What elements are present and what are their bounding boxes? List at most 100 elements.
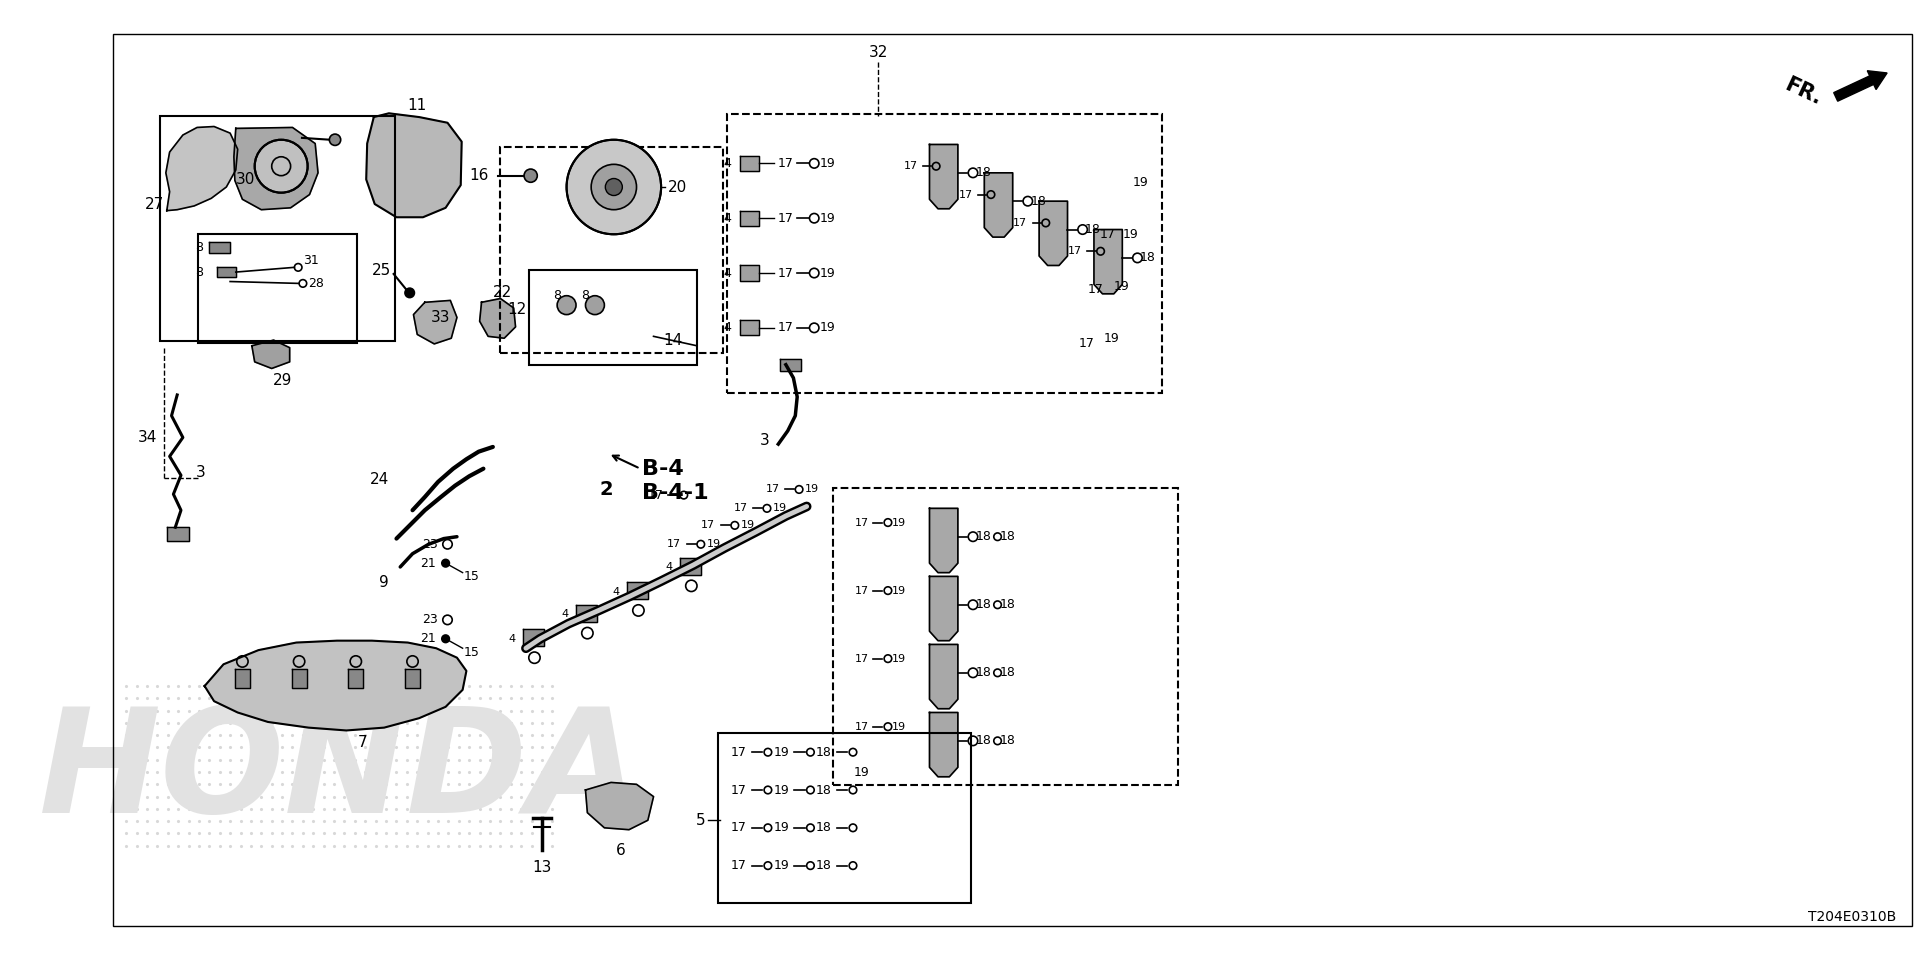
Polygon shape bbox=[741, 321, 760, 335]
Text: 4: 4 bbox=[666, 562, 672, 572]
Text: 23: 23 bbox=[422, 613, 438, 626]
Text: 3: 3 bbox=[196, 465, 205, 480]
Text: 17: 17 bbox=[732, 822, 747, 834]
Bar bbox=[528, 270, 697, 365]
Text: 15: 15 bbox=[465, 570, 480, 583]
Text: 24: 24 bbox=[371, 472, 390, 488]
Text: 18: 18 bbox=[975, 734, 991, 747]
Text: 17: 17 bbox=[766, 485, 780, 494]
Text: 21: 21 bbox=[420, 633, 436, 645]
Circle shape bbox=[605, 179, 622, 196]
Polygon shape bbox=[576, 605, 597, 622]
Text: 19: 19 bbox=[1104, 332, 1119, 345]
Text: 19: 19 bbox=[774, 822, 789, 834]
Polygon shape bbox=[741, 210, 760, 226]
Text: 4: 4 bbox=[724, 267, 732, 279]
Bar bbox=[198, 234, 357, 343]
Text: 4: 4 bbox=[509, 634, 516, 644]
Text: 5: 5 bbox=[695, 813, 705, 828]
Text: 18: 18 bbox=[975, 530, 991, 543]
Text: HONDA: HONDA bbox=[38, 703, 641, 844]
Polygon shape bbox=[205, 640, 467, 731]
Circle shape bbox=[442, 635, 449, 642]
Text: 31: 31 bbox=[303, 254, 319, 267]
Text: 17: 17 bbox=[1100, 228, 1116, 241]
Text: 32: 32 bbox=[868, 45, 889, 60]
Text: 17: 17 bbox=[854, 654, 868, 663]
Text: 17: 17 bbox=[733, 503, 747, 514]
Text: 17: 17 bbox=[854, 517, 868, 528]
Text: 17: 17 bbox=[732, 746, 747, 758]
Text: 30: 30 bbox=[236, 172, 255, 187]
Text: 4: 4 bbox=[561, 610, 568, 619]
Text: 22: 22 bbox=[493, 285, 513, 300]
Text: B-4: B-4 bbox=[641, 459, 684, 479]
Text: 19: 19 bbox=[774, 503, 787, 514]
Circle shape bbox=[586, 296, 605, 315]
Text: 17: 17 bbox=[701, 520, 716, 530]
Circle shape bbox=[442, 560, 449, 567]
Text: 33: 33 bbox=[432, 310, 451, 324]
Bar bbox=[501, 147, 722, 353]
Circle shape bbox=[330, 134, 340, 145]
Polygon shape bbox=[985, 173, 1012, 237]
Text: 4: 4 bbox=[724, 156, 732, 170]
Text: 17: 17 bbox=[958, 189, 973, 200]
Bar bbox=[718, 733, 972, 903]
Text: 19: 19 bbox=[804, 485, 820, 494]
Text: 9: 9 bbox=[378, 575, 390, 589]
Bar bbox=[159, 116, 396, 341]
Text: FR.: FR. bbox=[1782, 75, 1824, 109]
Text: 4: 4 bbox=[724, 322, 732, 334]
Text: 18: 18 bbox=[975, 598, 991, 612]
Circle shape bbox=[255, 140, 307, 193]
Text: 18: 18 bbox=[816, 822, 831, 834]
Text: 19: 19 bbox=[893, 517, 906, 528]
Text: 16: 16 bbox=[470, 168, 490, 183]
Text: 19: 19 bbox=[893, 722, 906, 732]
Text: 19: 19 bbox=[741, 520, 755, 530]
Text: 18: 18 bbox=[1000, 598, 1016, 612]
Text: 19: 19 bbox=[893, 654, 906, 663]
Polygon shape bbox=[929, 509, 958, 572]
Text: 17: 17 bbox=[732, 859, 747, 872]
Circle shape bbox=[557, 296, 576, 315]
Polygon shape bbox=[348, 669, 363, 688]
Text: 27: 27 bbox=[144, 197, 163, 211]
Text: 34: 34 bbox=[138, 430, 157, 445]
Text: 19: 19 bbox=[774, 783, 789, 797]
Text: 17: 17 bbox=[647, 489, 664, 502]
Polygon shape bbox=[522, 630, 543, 646]
Text: 19: 19 bbox=[820, 267, 835, 279]
Polygon shape bbox=[234, 669, 250, 688]
Polygon shape bbox=[929, 576, 958, 640]
Text: 17: 17 bbox=[1079, 337, 1094, 350]
Text: 17: 17 bbox=[732, 783, 747, 797]
FancyArrow shape bbox=[1834, 71, 1887, 101]
Circle shape bbox=[524, 169, 538, 182]
Text: 13: 13 bbox=[532, 860, 551, 875]
Text: 18: 18 bbox=[816, 783, 831, 797]
Polygon shape bbox=[405, 669, 420, 688]
Polygon shape bbox=[586, 782, 653, 829]
Text: 11: 11 bbox=[407, 98, 426, 113]
Polygon shape bbox=[480, 299, 516, 338]
Text: 12: 12 bbox=[507, 302, 526, 318]
Polygon shape bbox=[780, 359, 801, 372]
Text: 17: 17 bbox=[668, 540, 682, 549]
Polygon shape bbox=[929, 145, 958, 208]
Polygon shape bbox=[252, 340, 290, 369]
Text: 29: 29 bbox=[273, 373, 292, 388]
Text: 17: 17 bbox=[1089, 282, 1104, 296]
Text: 2: 2 bbox=[599, 480, 612, 499]
Text: 19: 19 bbox=[1133, 176, 1148, 189]
Text: 19: 19 bbox=[707, 540, 722, 549]
Polygon shape bbox=[167, 527, 188, 541]
Polygon shape bbox=[367, 113, 461, 217]
Circle shape bbox=[566, 140, 660, 234]
Text: 4: 4 bbox=[612, 587, 620, 596]
Text: 19: 19 bbox=[893, 586, 906, 595]
Polygon shape bbox=[209, 242, 230, 253]
Text: 8: 8 bbox=[553, 289, 561, 302]
Text: 28: 28 bbox=[309, 276, 324, 290]
